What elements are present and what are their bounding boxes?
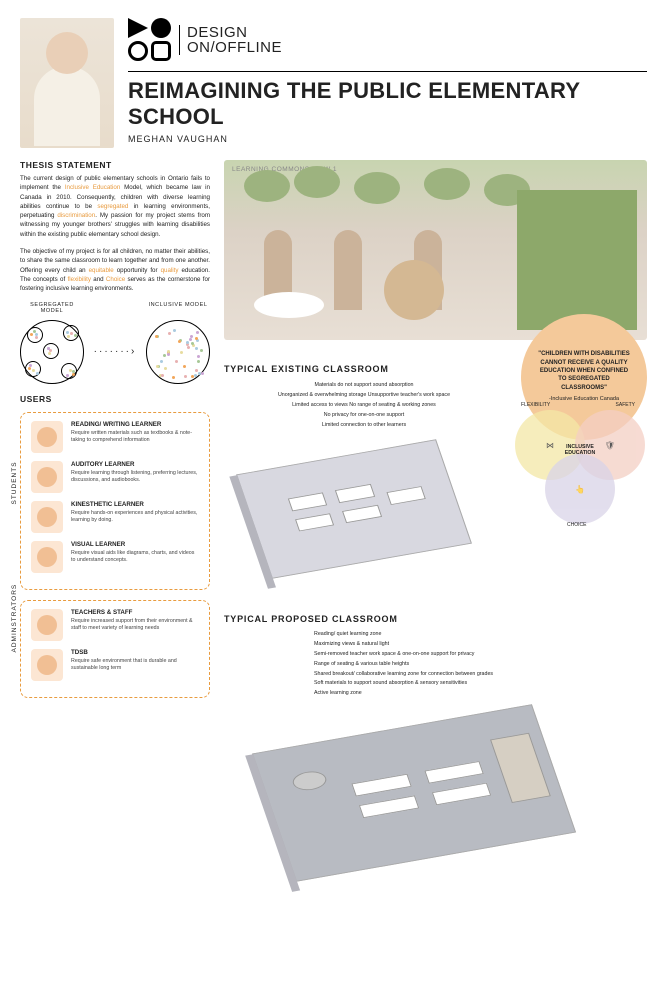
user-icon: [31, 609, 63, 641]
callout-line: Materials do not support sound absorptio…: [224, 380, 504, 390]
user-row: READING/ WRITING LEARNER Require written …: [31, 421, 199, 453]
logo-triangle-icon: [128, 18, 148, 38]
proposed-isometric: [264, 703, 564, 883]
poster-page: DESIGN ON/OFFLINE REIMAGINING THE PUBLIC…: [0, 0, 667, 901]
inclusive-label: INCLUSIVE MODEL: [146, 302, 210, 314]
models-diagram: ·······›: [20, 320, 210, 384]
thesis-heading: THESIS STATEMENT: [20, 160, 210, 170]
venn-center: INCLUSIVE EDUCATION: [557, 444, 603, 456]
models-arrow-icon: ·······›: [94, 346, 137, 357]
user-title: KINESTHETIC LEARNER: [71, 501, 199, 508]
user-desc: Require safe environment that is durable…: [71, 658, 199, 672]
user-icon: [31, 649, 63, 681]
callout-line: Range of seating & various table heights: [314, 660, 647, 670]
header-row: DESIGN ON/OFFLINE REIMAGINING THE PUBLIC…: [20, 18, 647, 148]
header-rule: [128, 71, 647, 72]
callout-line: Maximizing views & natural light: [314, 640, 647, 650]
user-title: TEACHERS & STAFF: [71, 609, 199, 616]
logo-square-outline-icon: [151, 41, 171, 61]
logo: DESIGN ON/OFFLINE: [128, 18, 647, 61]
user-title: TDSB: [71, 649, 199, 656]
logo-circle-solid-icon: [151, 18, 171, 38]
proposed-room-icon: [252, 704, 576, 882]
callout-line: Reading/ quiet learning zone: [314, 630, 647, 640]
callout-line: Shared breakout/ collaborative learning …: [314, 670, 647, 680]
venn-label-flex: FLEXIBILITY: [521, 402, 550, 408]
existing-classroom-section: TYPICAL EXISTING CLASSROOM Materials do …: [224, 364, 647, 584]
learning-commons-render: LEARNING COMMONS VIEW 1: [224, 160, 647, 340]
header-right: DESIGN ON/OFFLINE REIMAGINING THE PUBLIC…: [128, 18, 647, 148]
students-side-label: STUDENTS: [11, 461, 18, 504]
callout-line: No privacy for one-on-one support: [224, 410, 504, 420]
logo-line2: ON/OFFLINE: [187, 40, 282, 55]
user-row: AUDITORY LEARNER Require learning through…: [31, 461, 199, 493]
author-portrait: [20, 18, 114, 148]
segregated-label: SEGREGATED MODEL: [20, 302, 84, 314]
user-icon: [31, 461, 63, 493]
venn-label-choice: CHOICE: [567, 522, 586, 528]
user-desc: Require learning through listening, pref…: [71, 470, 199, 484]
models-row: SEGREGATED MODEL INCLUSIVE MODEL: [20, 302, 210, 314]
existing-room-icon: [236, 440, 472, 579]
thesis-p1: The current design of public elementary …: [20, 174, 210, 239]
main-columns: THESIS STATEMENT The current design of p…: [20, 160, 647, 883]
callout-line: Unorganized & overwhelming storage Unsup…: [224, 390, 504, 400]
user-icon: [31, 501, 63, 533]
logo-text: DESIGN ON/OFFLINE: [179, 25, 282, 55]
students-box: STUDENTS READING/ WRITING LEARNERRequire…: [20, 412, 210, 590]
proposed-classroom-section: TYPICAL PROPOSED CLASSROOM Reading/ quie…: [224, 614, 647, 883]
user-desc: Require visual aids like diagrams, chart…: [71, 550, 199, 564]
logo-shapes: [128, 18, 171, 61]
logo-line1: DESIGN: [187, 25, 282, 40]
user-desc: Require hands-on experiences and physica…: [71, 510, 199, 524]
existing-callouts: Materials do not support sound absorptio…: [224, 380, 504, 430]
logo-circle-outline-icon: [128, 41, 148, 61]
user-desc: Require written materials such as textbo…: [71, 430, 199, 444]
venn-label-safety: SAFETY: [616, 402, 635, 408]
user-row: TDSB Require safe environment that is dur…: [31, 649, 199, 681]
user-desc: Require increased support from their env…: [71, 618, 199, 632]
existing-isometric: [244, 434, 464, 584]
users-heading: USERS: [20, 394, 210, 404]
existing-title: TYPICAL EXISTING CLASSROOM: [224, 364, 647, 374]
callout-line: Limited access to views No range of seat…: [224, 400, 504, 410]
user-row: TEACHERS & STAFF Require increased suppor…: [31, 609, 199, 641]
left-column: THESIS STATEMENT The current design of p…: [20, 160, 210, 883]
user-row: KINESTHETIC LEARNER Require hands-on expe…: [31, 501, 199, 533]
proposed-title: TYPICAL PROPOSED CLASSROOM: [224, 614, 647, 624]
callout-line: Soft materials to support sound absorpti…: [314, 679, 647, 689]
venn-choice: 👆: [545, 454, 615, 524]
user-title: READING/ WRITING LEARNER: [71, 421, 199, 428]
segregated-model-circle: [20, 320, 84, 384]
thesis-section: THESIS STATEMENT The current design of p…: [20, 160, 210, 294]
thesis-p2: The objective of my project is for all c…: [20, 247, 210, 293]
callout-line: Active learning zone: [314, 689, 647, 699]
user-title: VISUAL LEARNER: [71, 541, 199, 548]
callout-line: Semi-removed teacher work space & one-on…: [314, 650, 647, 660]
right-column: LEARNING COMMONS VIEW 1 "CHILDREN WITH D…: [224, 160, 647, 883]
user-icon: [31, 541, 63, 573]
user-icon: [31, 421, 63, 453]
inclusive-model-circle: [146, 320, 210, 384]
admins-side-label: ADMINSTRATORS: [11, 583, 18, 652]
author-name: MEGHAN VAUGHAN: [128, 134, 647, 144]
project-title: REIMAGINING THE PUBLIC ELEMENTARY SCHOOL: [128, 78, 647, 130]
user-title: AUDITORY LEARNER: [71, 461, 199, 468]
proposed-callouts: Reading/ quiet learning zoneMaximizing v…: [314, 630, 647, 699]
user-row: VISUAL LEARNER Require visual aids like d…: [31, 541, 199, 573]
callout-line: Limited connection to other learners: [224, 420, 504, 430]
venn-diagram: ⋈ 🛡 👆 FLEXIBILITY SAFETY CHOICE INCLUSIV…: [515, 410, 645, 520]
admins-box: ADMINSTRATORS TEACHERS & STAFFRequire in…: [20, 600, 210, 698]
